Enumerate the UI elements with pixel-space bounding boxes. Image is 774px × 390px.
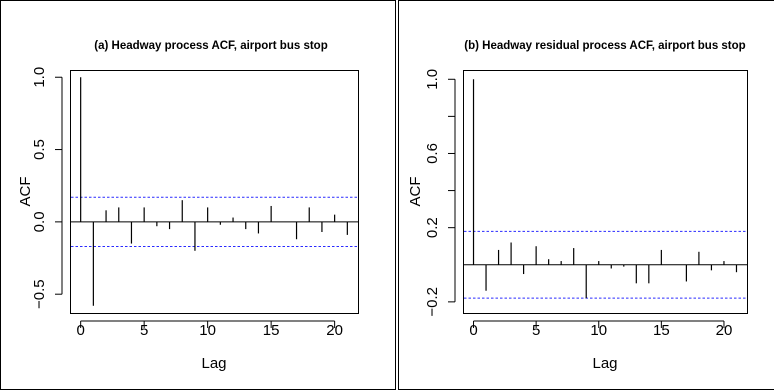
acf-panel-2: (b) Headway residual process ACF, airpor…	[407, 40, 748, 372]
plot-area-frame	[70, 70, 359, 314]
x-tick-label: 20	[326, 322, 343, 339]
x-axis-title: Lag	[592, 355, 617, 372]
x-tick-label: 5	[532, 322, 540, 339]
panel-title-group-1: (a) Headway process ACF, airport bus sto…	[94, 40, 327, 52]
x-tick-label: 20	[716, 322, 733, 339]
x-tick-label: 15	[263, 322, 280, 339]
y-tick-label: 1.0	[31, 67, 48, 88]
y-tick-label: 1.0	[424, 69, 441, 90]
plot-area-frame	[463, 70, 748, 314]
acf-panel-1: (a) Headway process ACF, airport bus sto…	[17, 40, 359, 372]
chart-title: (b) Headway residual process ACF, airpor…	[464, 40, 745, 52]
y-tick-label: 0.2	[424, 217, 441, 238]
y-tick-label: −0.5	[31, 279, 48, 309]
y-tick-label: −0.2	[424, 287, 441, 317]
y-tick-label: 0.0	[31, 211, 48, 232]
x-tick-label: 0	[469, 322, 477, 339]
x-tick-label: 10	[590, 322, 607, 339]
x-axis-title: Lag	[201, 355, 226, 372]
y-axis-title: ACF	[17, 177, 34, 207]
panel-title-group-2: (b) Headway residual process ACF, airpor…	[464, 40, 745, 52]
chart-title: (a) Headway process ACF, airport bus sto…	[94, 40, 327, 52]
x-tick-label: 10	[199, 322, 216, 339]
x-tick-label: 5	[140, 322, 148, 339]
x-tick-label: 15	[653, 322, 670, 339]
y-tick-label: 0.6	[424, 143, 441, 164]
y-tick-label: 0.5	[31, 139, 48, 160]
y-axis-title: ACF	[407, 177, 424, 207]
x-tick-label: 0	[76, 322, 84, 339]
